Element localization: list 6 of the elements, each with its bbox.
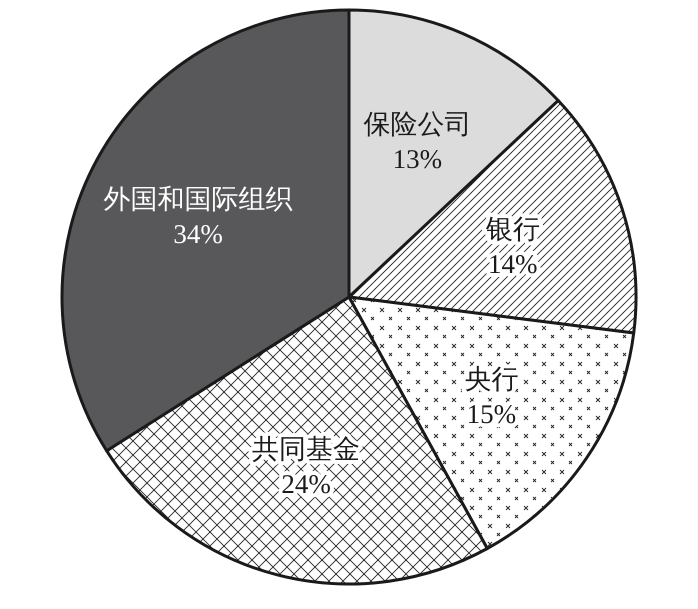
data-label: 15% (466, 398, 516, 429)
slice-label: 央行 (464, 364, 518, 394)
slice-label: 外国和国际组织 (104, 184, 293, 214)
slice-label: 保险公司 (363, 108, 472, 139)
data-label: 34% (173, 219, 223, 250)
data-label: 13% (392, 144, 442, 174)
